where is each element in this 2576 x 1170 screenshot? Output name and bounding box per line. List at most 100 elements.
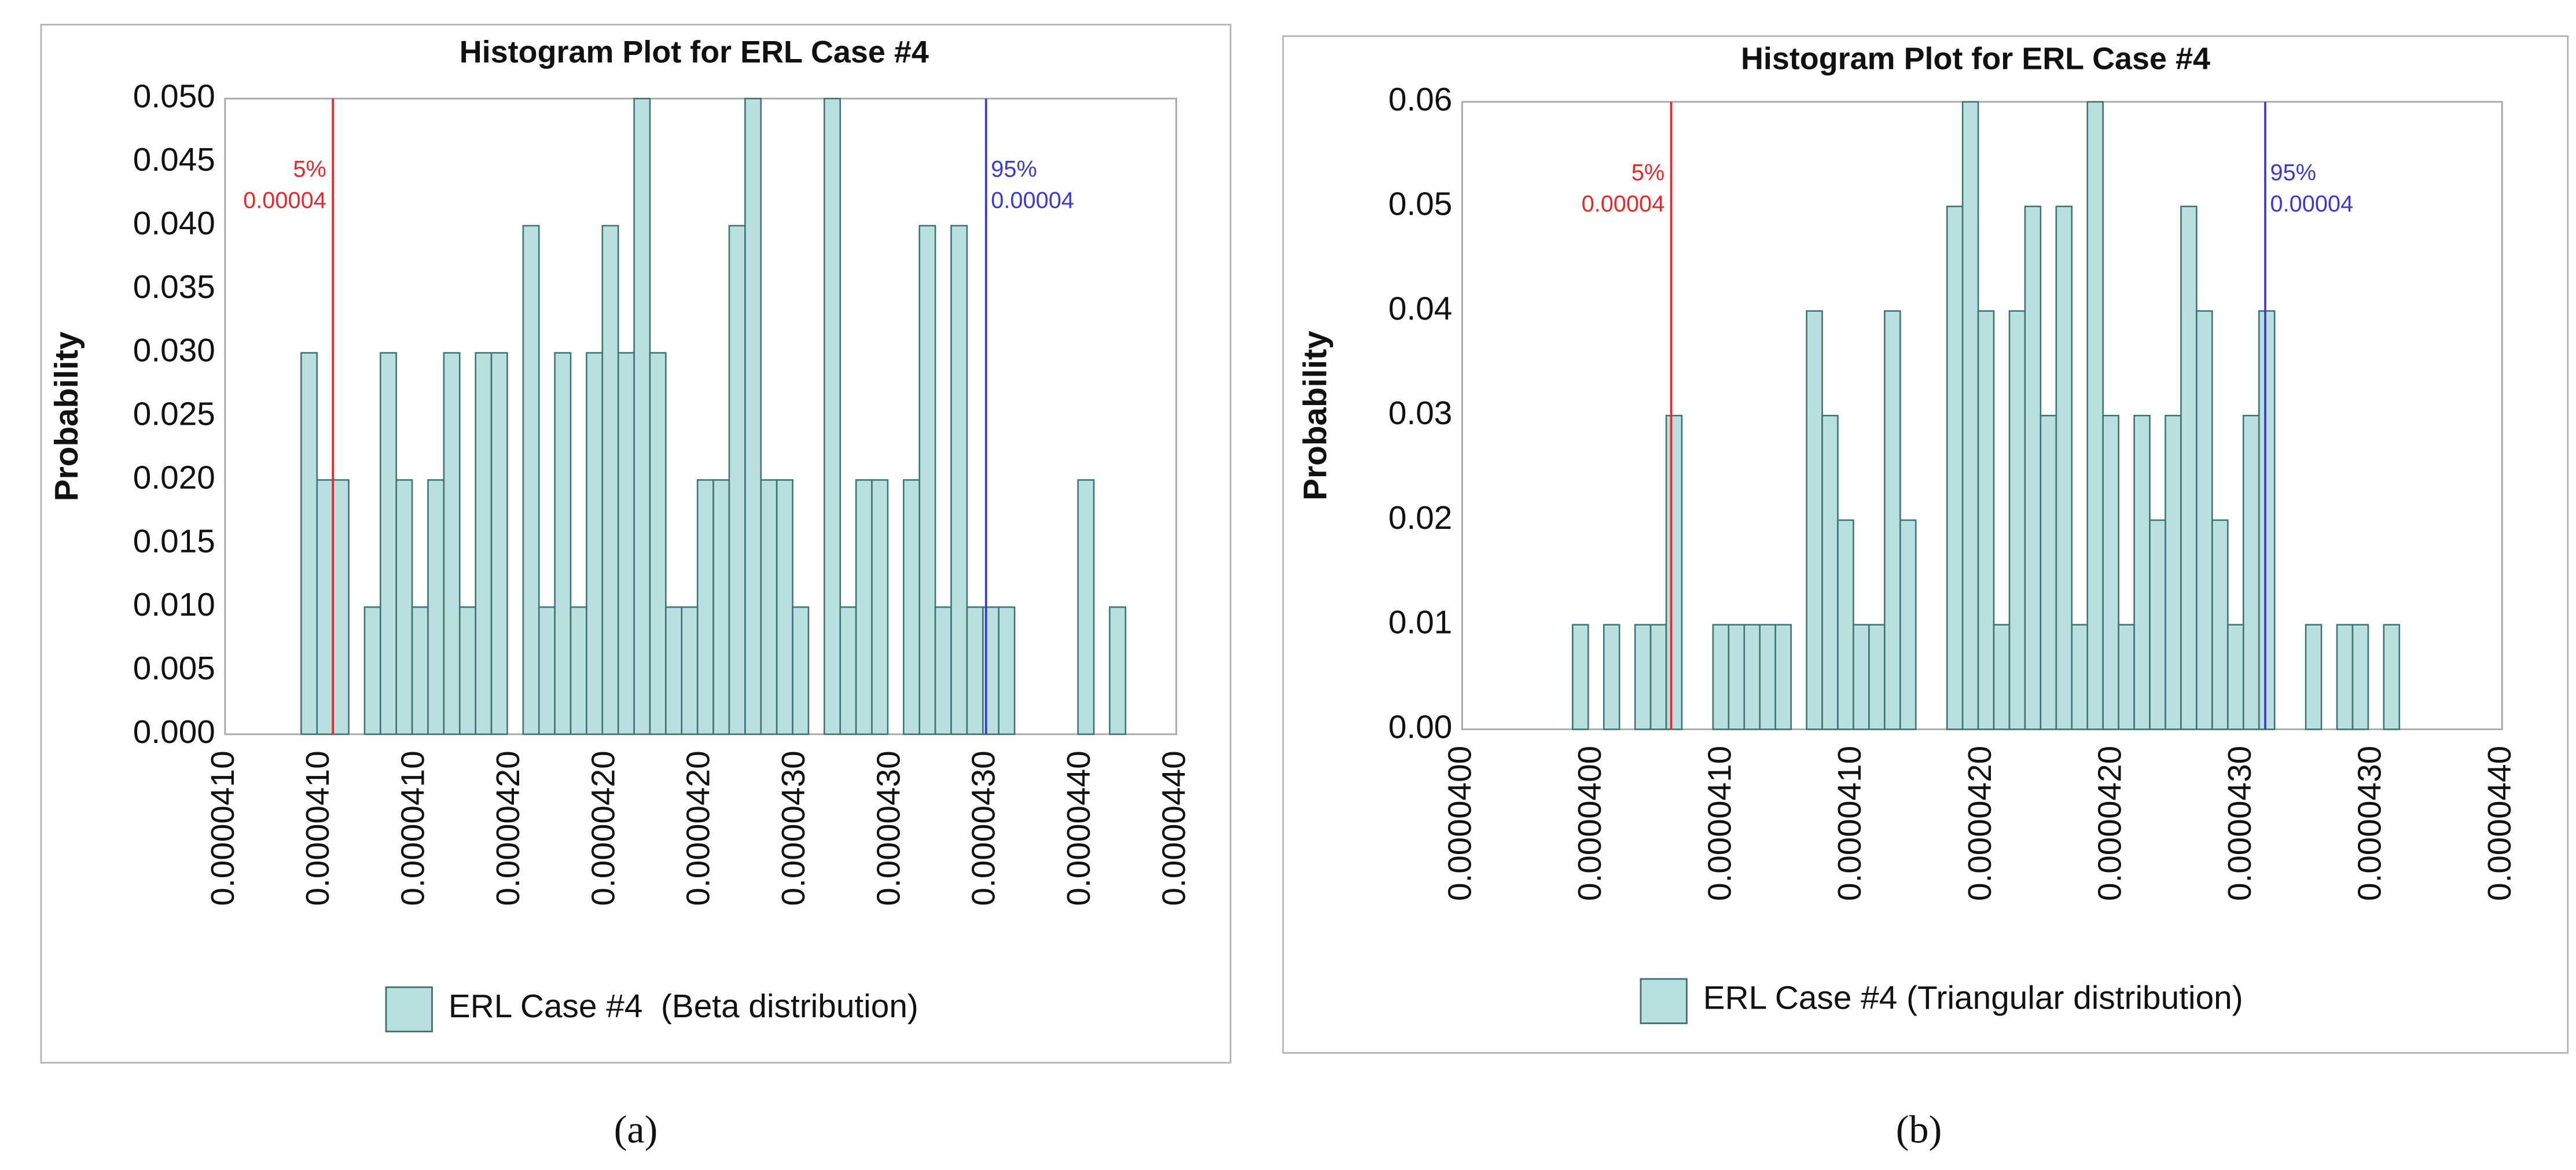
chart-title: Histogram Plot for ERL Case #4: [460, 35, 929, 69]
histogram-bar: [998, 606, 1016, 735]
histogram-bar: [1806, 310, 1823, 730]
histogram-bar: [1728, 624, 1745, 730]
figure-caption: (b): [1896, 1107, 1942, 1151]
histogram-bar: [2008, 310, 2026, 730]
histogram-bar: [681, 606, 699, 735]
histogram-bar: [1634, 624, 1652, 730]
legend: ERL Case #4 (Triangular distribution): [1640, 978, 2243, 1024]
percentile-name: 95%: [2270, 160, 2317, 185]
histogram-bar: [855, 479, 873, 735]
y-tick-label: 0.04: [1388, 290, 1452, 327]
histogram-bar: [934, 606, 952, 735]
histogram-bar: [1946, 205, 1964, 730]
histogram-bar: [1837, 519, 1854, 730]
histogram-bar: [2149, 519, 2166, 730]
histogram-bar: [395, 479, 413, 735]
histogram-bar: [1759, 624, 1776, 730]
histogram-bar: [966, 606, 984, 735]
x-tick-label: 0.0000410: [300, 750, 336, 906]
percentile-name: 95%: [991, 157, 1037, 182]
y-tick-label: 0.000: [133, 714, 215, 750]
legend-swatch: [1640, 978, 1688, 1024]
x-tick-label: 0.0000430: [966, 750, 1002, 906]
legend-label: ERL Case #4 (Beta distribution): [449, 988, 918, 1025]
histogram-bar: [2196, 310, 2213, 730]
histogram-bar: [522, 225, 540, 735]
histogram-bar: [1743, 624, 1761, 730]
histogram-bar: [2180, 205, 2197, 730]
histogram-bar: [586, 352, 604, 735]
histogram-bar: [918, 225, 936, 735]
x-tick-label: 0.0000410: [395, 750, 432, 906]
y-tick-label: 0.045: [133, 142, 215, 178]
y-axis-label: Probability: [49, 332, 85, 502]
x-tick-label: 0.0000420: [490, 750, 527, 906]
histogram-bar: [1853, 624, 1870, 730]
histogram-bar: [2102, 414, 2119, 730]
x-tick-label: 0.0000430: [2352, 746, 2388, 901]
y-tick-label: 0.040: [133, 205, 215, 242]
histogram-bar: [2383, 624, 2401, 730]
histogram-bar: [1572, 624, 1589, 730]
histogram-bar: [2118, 624, 2135, 730]
y-tick-label: 0.05: [1388, 186, 1452, 223]
histogram-bar: [2243, 414, 2260, 730]
x-tick-label: 0.0000420: [2092, 746, 2128, 901]
histogram-bar: [1899, 519, 1917, 730]
percentile-name: 5%: [293, 157, 326, 182]
histogram-bar: [2336, 624, 2354, 730]
histogram-bar: [1712, 624, 1730, 730]
y-tick-label: 0.005: [133, 650, 215, 687]
histogram-bar: [2165, 414, 2182, 730]
histogram-bar: [2040, 414, 2057, 730]
y-tick-label: 0.00: [1388, 709, 1452, 745]
histogram-bar: [490, 352, 508, 735]
histogram-bar: [1961, 101, 1979, 730]
x-tick-label: 0.0000420: [681, 750, 717, 906]
histogram-bar: [617, 352, 635, 735]
histogram-bar: [1993, 624, 2011, 730]
histogram-bar: [475, 352, 493, 735]
histogram-bar: [2071, 624, 2089, 730]
y-tick-label: 0.025: [133, 396, 215, 433]
histogram-bar: [1868, 624, 1886, 730]
x-tick-label: 0.0000430: [776, 750, 812, 906]
histogram-bar: [1665, 414, 1683, 730]
percentile-value: 0.00004: [243, 188, 326, 214]
x-tick-label: 0.0000410: [1702, 746, 1739, 901]
histogram-bar: [1821, 414, 1839, 730]
x-tick-label: 0.0000430: [2222, 746, 2258, 901]
x-tick-label: 0.0000430: [870, 750, 907, 906]
histogram-bar: [744, 98, 762, 735]
histogram-bar: [601, 225, 619, 735]
x-tick-label: 0.0000410: [205, 750, 241, 906]
x-tick-label: 0.0000420: [585, 750, 622, 906]
histogram-bar: [363, 606, 381, 735]
y-tick-label: 0.010: [133, 587, 215, 623]
x-tick-label: 0.0000420: [1962, 746, 1998, 901]
legend-label: ERL Case #4 (Triangular distribution): [1703, 980, 2243, 1017]
histogram-bar: [649, 352, 667, 735]
histogram-bar: [665, 606, 683, 735]
histogram-bar: [839, 606, 857, 735]
histogram-bar: [871, 479, 889, 735]
x-tick-label: 0.0000440: [2482, 746, 2518, 901]
histogram-bar: [1774, 624, 1792, 730]
percentile-name: 5%: [1631, 160, 1664, 185]
y-tick-label: 0.035: [133, 269, 215, 306]
histogram-bar: [776, 479, 793, 735]
x-tick-label: 0.0000400: [1572, 746, 1608, 901]
histogram-bar: [1977, 310, 1995, 730]
y-tick-label: 0.06: [1388, 82, 1452, 118]
chart-title: Histogram Plot for ERL Case #4: [1741, 41, 2210, 76]
percentile-value: 0.00004: [991, 188, 1074, 214]
x-tick-label: 0.0000440: [1061, 750, 1097, 906]
histogram-bar: [903, 479, 920, 735]
histogram-bar: [569, 606, 587, 735]
histogram-bar: [2305, 624, 2323, 730]
histogram-bar: [760, 479, 778, 735]
histogram-bar: [1884, 310, 1901, 730]
histogram-bar: [950, 225, 968, 735]
